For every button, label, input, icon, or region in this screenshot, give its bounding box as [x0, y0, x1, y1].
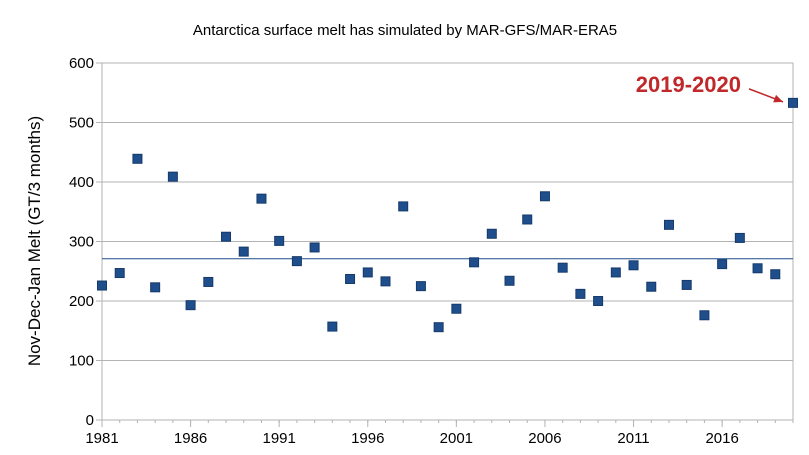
data-point	[415, 281, 426, 292]
chart-title: Antarctica surface melt has simulated by…	[193, 22, 617, 39]
y-tick-label: 0	[86, 412, 94, 429]
data-point	[752, 263, 763, 274]
y-tick-label: 300	[69, 234, 94, 251]
data-point	[770, 269, 781, 280]
data-point	[291, 256, 302, 267]
data-point	[380, 276, 391, 287]
data-point	[150, 282, 161, 293]
data-point	[575, 288, 586, 299]
arrow-head	[773, 94, 783, 103]
data-point	[504, 275, 515, 286]
y-tick-label: 100	[69, 353, 94, 370]
y-tick-labels: 0 100 200 300 400 500 600	[69, 55, 94, 429]
data-point	[734, 232, 745, 243]
data-point	[788, 97, 798, 108]
data-point	[451, 303, 462, 314]
data-point	[362, 267, 373, 278]
data-point	[398, 201, 409, 212]
data-point	[522, 214, 533, 225]
axes	[101, 62, 794, 427]
data-point	[185, 300, 196, 311]
x-tick-label: 2011	[617, 430, 649, 447]
y-tick-label: 400	[69, 174, 94, 191]
data-point	[681, 279, 692, 290]
x-tick-label: 1991	[262, 430, 295, 447]
data-point	[327, 321, 338, 332]
data-point	[469, 257, 480, 268]
data-point	[203, 276, 214, 287]
annotation-arrow	[748, 88, 784, 103]
data-point	[238, 246, 249, 257]
y-tick-label: 600	[69, 55, 94, 72]
x-tick-label: 2016	[705, 430, 738, 447]
data-points	[97, 97, 798, 333]
plot-frame	[101, 62, 794, 421]
x-tick-label: 2001	[440, 430, 473, 447]
y-axis-label: Nov-Dec-Jan Melt (GT/3 months)	[25, 116, 44, 366]
data-point	[663, 219, 674, 230]
gridlines	[96, 62, 793, 421]
data-point	[309, 242, 320, 253]
data-point	[256, 193, 267, 204]
data-point	[628, 260, 639, 271]
data-point	[646, 281, 657, 292]
data-point	[132, 153, 143, 164]
data-point	[114, 268, 125, 279]
data-point	[610, 267, 621, 278]
y-tick-label: 200	[69, 293, 94, 310]
data-point	[486, 228, 497, 239]
data-point	[221, 231, 232, 242]
x-tick-labels: 1981 1986 1991 1996 2001 2006 2011 2016	[85, 430, 739, 447]
x-tick-label: 1996	[351, 430, 384, 447]
data-point	[699, 310, 710, 321]
data-point	[345, 273, 356, 284]
x-tick-label: 1981	[85, 430, 118, 447]
x-tick-label: 1986	[174, 430, 207, 447]
data-point	[274, 235, 285, 246]
y-tick-label: 500	[69, 115, 94, 132]
x-tick-label: 2006	[528, 430, 561, 447]
annotation-label: 2019-2020	[636, 72, 741, 97]
data-point	[433, 322, 444, 333]
data-point	[593, 296, 604, 306]
data-point	[557, 262, 568, 273]
data-point	[539, 191, 550, 202]
data-point	[97, 280, 107, 291]
data-point	[167, 171, 178, 182]
data-point	[717, 259, 728, 270]
